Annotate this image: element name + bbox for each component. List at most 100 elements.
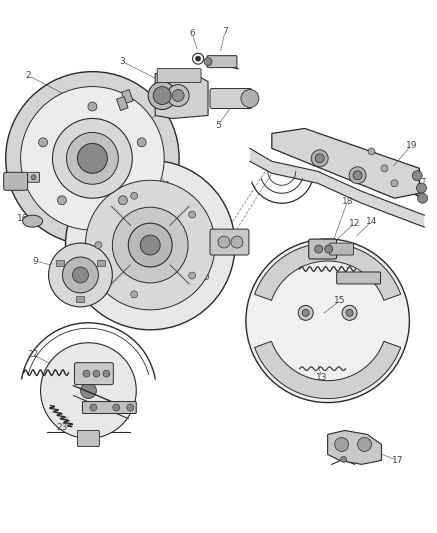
Text: 3: 3 xyxy=(119,57,125,66)
Circle shape xyxy=(38,138,48,147)
Text: 10: 10 xyxy=(199,273,211,282)
Circle shape xyxy=(346,309,353,317)
Circle shape xyxy=(80,383,97,399)
Circle shape xyxy=(391,180,398,187)
Text: 2: 2 xyxy=(26,71,31,80)
Circle shape xyxy=(6,71,179,245)
Text: T: T xyxy=(421,178,426,184)
Bar xyxy=(121,90,133,103)
FancyBboxPatch shape xyxy=(210,229,249,255)
FancyBboxPatch shape xyxy=(309,239,336,259)
Circle shape xyxy=(381,165,388,172)
Circle shape xyxy=(311,150,328,167)
Circle shape xyxy=(57,196,66,205)
Polygon shape xyxy=(328,431,382,464)
Circle shape xyxy=(131,291,138,298)
Circle shape xyxy=(66,132,118,184)
FancyBboxPatch shape xyxy=(329,243,354,255)
Circle shape xyxy=(368,148,375,155)
Polygon shape xyxy=(155,71,208,118)
Circle shape xyxy=(140,235,160,255)
FancyBboxPatch shape xyxy=(74,362,113,385)
Circle shape xyxy=(340,456,347,462)
Circle shape xyxy=(90,404,97,411)
Text: 23: 23 xyxy=(57,423,68,432)
Circle shape xyxy=(315,154,324,163)
Polygon shape xyxy=(255,341,401,399)
FancyBboxPatch shape xyxy=(207,55,237,68)
Circle shape xyxy=(112,207,188,283)
Text: 7: 7 xyxy=(222,27,228,36)
Circle shape xyxy=(218,236,230,248)
Circle shape xyxy=(412,171,422,181)
Circle shape xyxy=(241,90,259,108)
Circle shape xyxy=(153,86,171,104)
FancyBboxPatch shape xyxy=(157,69,201,83)
Circle shape xyxy=(83,370,90,377)
Circle shape xyxy=(31,175,36,180)
Circle shape xyxy=(131,192,138,199)
Circle shape xyxy=(196,56,201,61)
Ellipse shape xyxy=(23,215,42,227)
Circle shape xyxy=(416,183,427,193)
Circle shape xyxy=(113,404,120,411)
FancyBboxPatch shape xyxy=(210,88,252,109)
Circle shape xyxy=(77,143,108,173)
Circle shape xyxy=(246,239,409,402)
Circle shape xyxy=(325,245,333,253)
FancyBboxPatch shape xyxy=(3,172,28,190)
Circle shape xyxy=(342,305,357,320)
Circle shape xyxy=(335,438,349,451)
Text: 8: 8 xyxy=(153,278,158,287)
Text: 21: 21 xyxy=(37,174,48,183)
Circle shape xyxy=(85,180,215,310)
Circle shape xyxy=(93,370,100,377)
Circle shape xyxy=(349,167,366,184)
Polygon shape xyxy=(255,243,401,301)
Text: 12: 12 xyxy=(349,219,360,228)
Text: 13: 13 xyxy=(316,373,327,382)
Text: 4: 4 xyxy=(135,124,141,133)
Text: 6: 6 xyxy=(189,29,195,38)
Text: 20: 20 xyxy=(13,181,24,190)
Circle shape xyxy=(21,86,164,230)
Circle shape xyxy=(88,102,97,111)
Circle shape xyxy=(302,309,309,317)
Circle shape xyxy=(128,223,172,267)
FancyBboxPatch shape xyxy=(336,272,381,284)
FancyBboxPatch shape xyxy=(83,401,136,414)
Bar xyxy=(117,96,128,110)
Circle shape xyxy=(62,257,98,293)
Circle shape xyxy=(52,118,132,198)
Circle shape xyxy=(204,58,212,66)
Circle shape xyxy=(189,272,196,279)
Circle shape xyxy=(231,236,243,248)
Text: 5: 5 xyxy=(215,121,221,130)
Bar xyxy=(56,260,64,266)
Text: 22: 22 xyxy=(27,350,38,359)
Bar xyxy=(97,260,105,266)
Circle shape xyxy=(66,160,235,330)
Circle shape xyxy=(103,370,110,377)
Text: 9: 9 xyxy=(33,256,38,265)
Text: 18: 18 xyxy=(342,197,354,206)
Polygon shape xyxy=(250,148,424,227)
Circle shape xyxy=(95,241,102,248)
Text: 1: 1 xyxy=(165,181,171,190)
FancyBboxPatch shape xyxy=(77,431,99,447)
Circle shape xyxy=(418,193,427,203)
Polygon shape xyxy=(272,128,420,198)
Circle shape xyxy=(41,343,136,439)
FancyBboxPatch shape xyxy=(28,172,40,182)
Text: 19: 19 xyxy=(406,141,417,150)
Text: 15: 15 xyxy=(334,296,345,305)
Circle shape xyxy=(315,245,323,253)
Circle shape xyxy=(353,171,362,180)
Circle shape xyxy=(357,438,371,451)
Text: 14: 14 xyxy=(366,216,377,225)
Circle shape xyxy=(137,138,146,147)
Circle shape xyxy=(127,404,134,411)
Circle shape xyxy=(148,82,176,109)
Circle shape xyxy=(49,243,112,307)
Text: 16: 16 xyxy=(17,214,28,223)
